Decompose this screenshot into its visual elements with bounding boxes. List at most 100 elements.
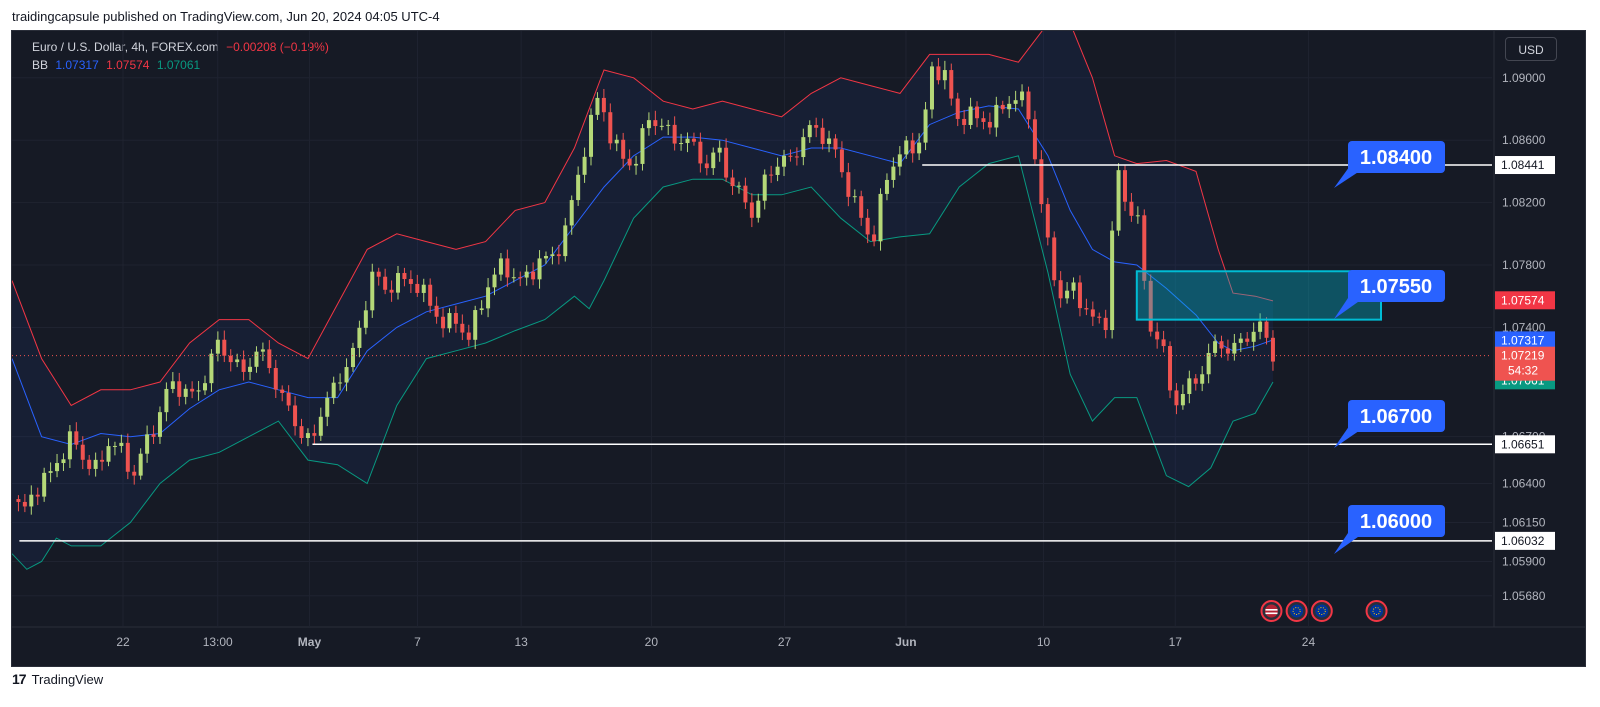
time-axis[interactable]: 22 13:00 May 7 13 20 27 Jun 10 17 24 — [116, 635, 1315, 649]
time-tick-label: 20 — [645, 635, 659, 649]
candle-body — [1020, 91, 1025, 101]
indicator-axis-label-bg — [1495, 291, 1555, 310]
candle-body — [582, 156, 587, 175]
zone-callout: 1.07550 — [1334, 270, 1445, 319]
candle-body — [177, 381, 182, 397]
candle-body — [1097, 316, 1102, 318]
indicator-axis-label: 1.07317 — [1495, 331, 1555, 350]
candle-body — [634, 163, 639, 166]
time-tick-label: 13:00 — [203, 635, 233, 649]
level-axis-label: 1.08441 — [1495, 156, 1555, 175]
time-tick-label: 24 — [1302, 635, 1316, 649]
candle-body — [505, 258, 510, 278]
candle-body — [357, 327, 362, 348]
candle-body — [653, 120, 658, 127]
candle-body — [685, 138, 690, 144]
candle-body — [949, 70, 954, 99]
candle-body — [936, 66, 941, 81]
indicator-axis-label: 1.07574 — [1495, 291, 1555, 310]
tradingview-logo-icon: 17 — [12, 671, 27, 687]
candle-body — [518, 277, 523, 279]
price-axis[interactable]: 1.090001.086001.082001.078001.074001.067… — [1495, 71, 1555, 603]
candle-body — [910, 140, 915, 154]
tradingview-logo[interactable]: 17 TradingView — [12, 671, 103, 687]
candle-body — [164, 388, 169, 413]
candle-body — [801, 137, 806, 158]
candle-body — [106, 446, 111, 462]
candle-body — [904, 140, 909, 155]
indicator-axis-label-text: 1.07317 — [1501, 333, 1545, 347]
chart-panel[interactable]: Euro / U.S. Dollar, 4h, FOREX.com −0.002… — [11, 30, 1586, 667]
grid — [12, 31, 1585, 628]
price-tick-label: 1.07800 — [1502, 258, 1546, 272]
candle-body — [80, 444, 85, 460]
candle-body — [55, 463, 60, 472]
candle-body — [994, 104, 999, 128]
callout-label: 1.07550 — [1360, 276, 1432, 298]
time-tick-label: 7 — [414, 635, 421, 649]
candle-body — [1187, 378, 1192, 394]
candle-body — [987, 121, 992, 128]
candle-body — [711, 152, 716, 169]
candle-body — [473, 310, 478, 340]
candle-body — [524, 271, 529, 278]
candle-body — [1238, 338, 1243, 343]
candle-body — [479, 308, 484, 311]
price-tick-label: 1.09000 — [1502, 71, 1546, 85]
candle-body — [1270, 337, 1275, 362]
symbol-legend[interactable]: Euro / U.S. Dollar, 4h, FOREX.com −0.002… — [32, 40, 333, 54]
candle-body — [724, 147, 729, 178]
candle-body — [962, 118, 967, 125]
candle-body — [203, 383, 208, 391]
candle-body — [775, 166, 780, 175]
callout-box — [1348, 141, 1445, 173]
callouts: 1.08400 1.06700 1.06000 1.07550 — [1334, 141, 1445, 554]
bb-upper-line — [12, 31, 1274, 407]
candle-body — [370, 271, 375, 311]
price-tick-label: 1.06150 — [1502, 515, 1546, 529]
level-axis-label-bg — [1495, 156, 1555, 175]
candle-body — [1110, 230, 1115, 331]
symbol-name: Euro / U.S. Dollar, 4h, FOREX.com — [32, 40, 219, 54]
callout-box — [1348, 270, 1445, 302]
candle-body — [209, 353, 214, 384]
candle-body — [1258, 321, 1263, 332]
candle-body — [814, 125, 819, 128]
candle-body — [87, 459, 92, 469]
indicator-axis-label-bg — [1495, 331, 1555, 350]
level-axis-label: 1.06032 — [1495, 531, 1555, 550]
price-chart[interactable]: 1.08400 1.06700 1.06000 1.07550 1.09000 1.08… — [12, 31, 1585, 666]
candle-body — [698, 141, 703, 164]
indicator-legend[interactable]: BB 1.07317 1.07574 1.07061 — [32, 58, 204, 72]
candle-body — [1103, 317, 1108, 331]
callout-box — [1348, 400, 1445, 432]
level-callout: 1.06000 — [1334, 505, 1445, 554]
candle-body — [74, 431, 79, 445]
candle-body — [942, 70, 947, 81]
us-flag-icon[interactable] — [1260, 600, 1283, 622]
candle-body — [1122, 170, 1127, 202]
candle-body — [293, 405, 298, 427]
candle-body — [646, 120, 651, 129]
economic-events[interactable] — [1260, 600, 1388, 622]
eu-flag-icon[interactable] — [1310, 600, 1333, 622]
candle-body — [782, 155, 787, 167]
candle-body — [749, 202, 754, 218]
candle-body — [67, 431, 72, 460]
candle-body — [929, 66, 934, 110]
eu-flag-icon[interactable] — [1365, 600, 1388, 622]
candle-body — [820, 127, 825, 144]
candle-body — [1155, 331, 1160, 340]
candle-body — [1084, 308, 1089, 310]
candle-body — [325, 397, 330, 417]
candle-body — [222, 339, 227, 356]
eu-flag-icon[interactable] — [1285, 600, 1308, 622]
candle-body — [891, 166, 896, 180]
candle-body — [1045, 204, 1050, 238]
candle-body — [1116, 170, 1121, 231]
currency-button[interactable]: USD — [1505, 37, 1557, 61]
candle-body — [827, 138, 832, 144]
candle-body — [396, 273, 401, 293]
price-tick-label: 1.08200 — [1502, 196, 1546, 210]
candle-body — [659, 125, 664, 127]
